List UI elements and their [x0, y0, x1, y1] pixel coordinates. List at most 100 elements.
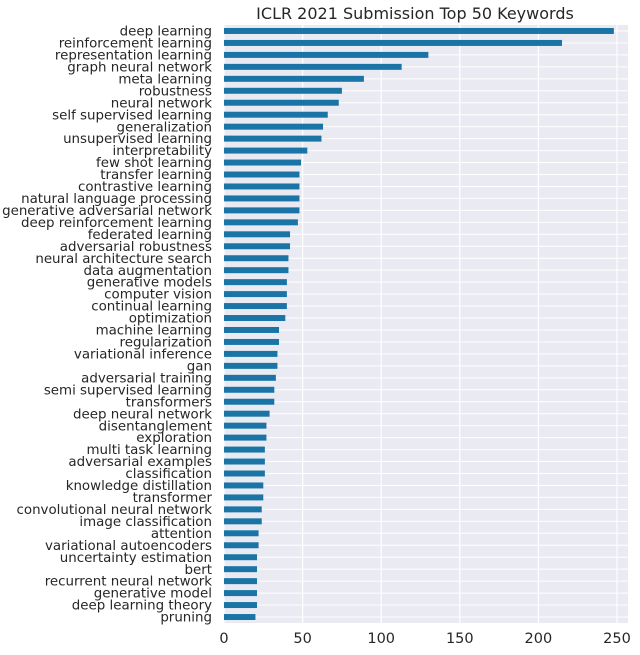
- bar: [224, 291, 287, 298]
- bar: [224, 590, 258, 597]
- category-label: generative model: [94, 587, 212, 602]
- category-label: machine learning: [96, 324, 212, 339]
- bar: [224, 63, 402, 70]
- bar: [224, 255, 289, 262]
- category-label: robustness: [139, 84, 212, 99]
- category-label: reinforcement learning: [59, 37, 212, 52]
- bar: [224, 243, 291, 250]
- x-tick-label: 50: [293, 631, 311, 647]
- category-label: contrastive learning: [78, 180, 212, 195]
- category-label: recurrent neural network: [45, 575, 213, 590]
- category-label: image classification: [79, 515, 212, 530]
- x-tick-labels: 0 50 100 150 200 250: [219, 631, 630, 647]
- category-label: few shot learning: [96, 156, 212, 171]
- bar: [224, 470, 265, 477]
- bar: [224, 207, 300, 214]
- bar: [224, 602, 258, 609]
- category-label: interpretability: [113, 144, 213, 159]
- bar: [224, 350, 278, 357]
- bar: [224, 566, 258, 573]
- bar: [224, 458, 265, 465]
- bar: [224, 123, 324, 130]
- bar: [224, 578, 258, 585]
- x-tick-label: 150: [446, 631, 474, 647]
- x-tick-label: 250: [603, 631, 631, 647]
- bar: [224, 111, 328, 118]
- category-label: generative models: [87, 276, 212, 291]
- category-label: federated learning: [88, 228, 212, 243]
- bar: [224, 494, 264, 501]
- category-label: variational autoencoders: [45, 539, 212, 554]
- bar: [224, 446, 265, 453]
- bar: [224, 554, 258, 561]
- category-label: adversarial robustness: [60, 240, 212, 255]
- bar: [224, 195, 300, 202]
- category-label: graph neural network: [67, 60, 212, 75]
- category-label: generalization: [117, 120, 213, 135]
- bar: [224, 39, 562, 46]
- bar: [224, 338, 280, 345]
- bar: [224, 386, 275, 393]
- category-label: transfer learning: [100, 168, 212, 183]
- category-label: disentanglement: [99, 419, 212, 434]
- bar: [224, 159, 302, 166]
- bar: [224, 482, 264, 489]
- category-label: attention: [151, 527, 212, 542]
- category-label: multi task learning: [86, 443, 212, 458]
- bar: [224, 279, 287, 286]
- category-label: continual learning: [91, 300, 212, 315]
- bar: [224, 147, 308, 154]
- category-label: deep neural network: [73, 407, 212, 422]
- bar: [224, 303, 287, 310]
- category-label: meta learning: [118, 72, 212, 87]
- category-label: bert: [185, 563, 213, 578]
- category-label: knowledge distillation: [66, 479, 212, 494]
- bars: [224, 27, 614, 621]
- bar: [224, 362, 278, 369]
- bar: [224, 422, 267, 429]
- category-label: deep learning: [120, 25, 212, 40]
- bar: [224, 171, 300, 178]
- category-label: representation learning: [55, 49, 212, 64]
- bar: [224, 267, 289, 274]
- bar: [224, 410, 270, 417]
- category-label: pruning: [160, 611, 212, 626]
- category-label: adversarial training: [81, 371, 212, 386]
- bar: [224, 326, 280, 333]
- category-label: classification: [125, 467, 212, 482]
- bar: [224, 374, 276, 381]
- bar: [224, 183, 300, 190]
- category-label: optimization: [129, 312, 212, 327]
- bar: [224, 398, 275, 405]
- bar: [224, 219, 298, 226]
- category-label: natural language processing: [21, 192, 212, 207]
- bar: [224, 99, 339, 106]
- category-label: adversarial examples: [68, 455, 212, 470]
- chart-title: ICLR 2021 Submission Top 50 Keywords: [256, 4, 574, 23]
- category-label: data augmentation: [84, 264, 213, 279]
- bar: [224, 506, 262, 513]
- category-label: semi supervised learning: [44, 383, 212, 398]
- bar: [224, 614, 256, 621]
- category-label: deep learning theory: [72, 599, 212, 614]
- bar: [224, 542, 259, 549]
- bar: [224, 434, 267, 441]
- x-tick-label: 0: [219, 631, 228, 647]
- bar: [224, 315, 286, 322]
- bar: [224, 518, 262, 525]
- category-label: gan: [187, 359, 212, 374]
- category-label: convolutional neural network: [17, 503, 213, 518]
- category-label: transformer: [133, 491, 213, 506]
- category-label: neural network: [111, 96, 213, 111]
- x-tick-label: 200: [525, 631, 553, 647]
- category-label: deep reinforcement learning: [21, 216, 212, 231]
- category-label: unsupervised learning: [63, 132, 212, 147]
- bar: [224, 75, 364, 82]
- bar: [224, 51, 429, 58]
- category-label: computer vision: [104, 288, 212, 303]
- category-label: uncertainty estimation: [60, 551, 212, 566]
- category-label: exploration: [136, 431, 212, 446]
- category-label: variational inference: [74, 348, 212, 363]
